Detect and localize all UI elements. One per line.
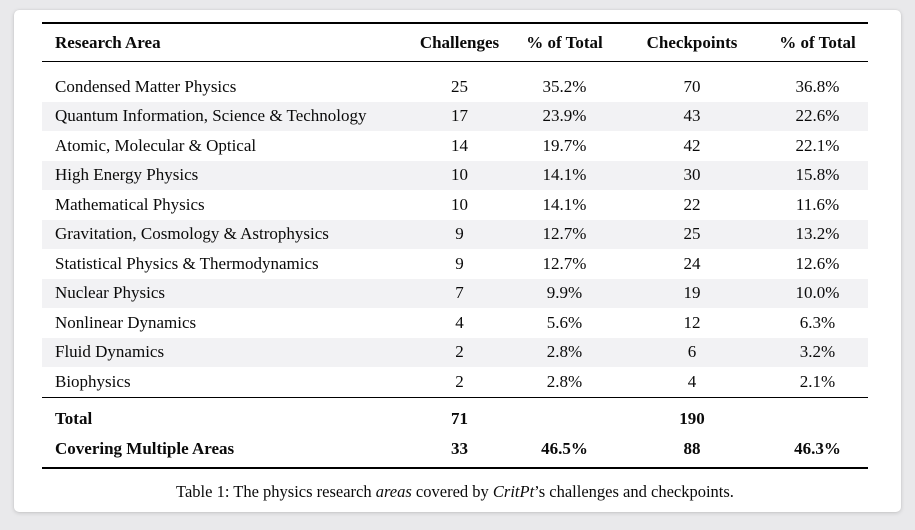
cell-challenges-pct: 14.1% xyxy=(542,194,587,214)
cell-checkpoints: 4 xyxy=(687,371,697,391)
cell-challenges-pct: 2.8% xyxy=(546,342,583,362)
cell-checkpoints: 88 xyxy=(683,438,701,458)
cell-checkpoints-pct: 12.6% xyxy=(795,253,840,273)
col-header-checkpoints: Checkpoints xyxy=(646,32,738,52)
cell-challenges: 10 xyxy=(451,194,468,214)
cell-checkpoints-pct: 3.2% xyxy=(799,342,836,362)
col-header-research-area: Research Area xyxy=(55,32,161,52)
cell-research-area: Mathematical Physics xyxy=(55,194,205,214)
caption-text: covered by xyxy=(411,481,493,501)
paper-table-card: Research Area Challenges % of Total Chec… xyxy=(14,10,901,512)
cell-challenges: 2 xyxy=(455,342,464,362)
cell-checkpoints-pct: 11.6% xyxy=(795,194,840,214)
cell-challenges-pct: 12.7% xyxy=(542,224,587,244)
cell-checkpoints-pct: 22.1% xyxy=(795,135,840,155)
table-row: Fluid Dynamics 2 2.8% 6 3.2% xyxy=(42,337,868,367)
cell-research-area: Nuclear Physics xyxy=(55,283,166,303)
cell-research-area: Biophysics xyxy=(55,371,131,391)
cell-checkpoints: 190 xyxy=(679,409,705,429)
cell-checkpoints: 25 xyxy=(683,224,701,244)
cell-challenges-pct: 14.1% xyxy=(542,165,587,185)
col-header-checkpoints-pct: % of Total xyxy=(779,32,856,52)
cell-challenges-pct: 5.6% xyxy=(546,312,583,332)
cell-challenges: 25 xyxy=(451,76,468,96)
cell-checkpoints-pct: 2.1% xyxy=(799,371,836,391)
cell-challenges: 9 xyxy=(455,224,464,244)
cell-checkpoints: 12 xyxy=(683,312,701,332)
caption-italic-critpt: CritPt xyxy=(492,481,535,501)
caption-text: ’s challenges and checkpoints. xyxy=(534,481,734,501)
cell-checkpoints-pct: 15.8% xyxy=(795,165,840,185)
table-row: Statistical Physics & Thermodynamics 9 1… xyxy=(42,249,868,279)
table-row-covering-multiple-areas: Covering Multiple Areas 33 46.5% 88 46.3… xyxy=(42,434,868,464)
cell-challenges: 17 xyxy=(451,106,468,126)
cell-research-area: Fluid Dynamics xyxy=(55,342,165,362)
cell-research-area: Covering Multiple Areas xyxy=(55,438,235,458)
caption-italic-areas: areas xyxy=(375,481,412,501)
cell-challenges-pct: 2.8% xyxy=(546,371,583,391)
cell-checkpoints: 30 xyxy=(683,165,701,185)
caption-text: Table 1: The physics research xyxy=(176,481,376,501)
table-footer: Total 71 190 Covering Multiple Areas 33 … xyxy=(42,398,868,469)
table-row: Atomic, Molecular & Optical 14 19.7% 42 … xyxy=(42,131,868,161)
table-row: Nuclear Physics 7 9.9% 19 10.0% xyxy=(42,278,868,308)
cell-research-area: Total xyxy=(55,409,93,429)
cell-research-area: Gravitation, Cosmology & Astrophysics xyxy=(55,224,329,244)
col-header-challenges: Challenges xyxy=(419,32,500,52)
cell-checkpoints: 19 xyxy=(683,283,701,303)
cell-checkpoints-pct: 22.6% xyxy=(795,106,840,126)
cell-challenges: 10 xyxy=(451,165,468,185)
table-row: Biophysics 2 2.8% 4 2.1% xyxy=(42,367,868,397)
table-row: Condensed Matter Physics 25 35.2% 70 36.… xyxy=(42,72,868,102)
table-row: Mathematical Physics 10 14.1% 22 11.6% xyxy=(42,190,868,220)
table-header-row: Research Area Challenges % of Total Chec… xyxy=(42,22,868,62)
cell-checkpoints: 43 xyxy=(683,106,701,126)
cell-research-area: High Energy Physics xyxy=(55,165,199,185)
cell-challenges: 2 xyxy=(455,371,464,391)
cell-research-area: Statistical Physics & Thermodynamics xyxy=(55,253,319,273)
cell-challenges-pct: 19.7% xyxy=(542,135,587,155)
cell-challenges-pct: 12.7% xyxy=(542,253,587,273)
table-caption: Table 1: The physics research areas cove… xyxy=(42,482,868,502)
cell-checkpoints-pct: 10.0% xyxy=(795,283,840,303)
research-area-table: Research Area Challenges % of Total Chec… xyxy=(42,22,868,502)
cell-challenges: 14 xyxy=(451,135,468,155)
table-row: High Energy Physics 10 14.1% 30 15.8% xyxy=(42,160,868,190)
cell-checkpoints: 6 xyxy=(687,342,697,362)
cell-checkpoints-pct: 36.8% xyxy=(795,76,840,96)
cell-checkpoints: 42 xyxy=(683,135,701,155)
cell-checkpoints: 70 xyxy=(683,76,701,96)
table-row: Gravitation, Cosmology & Astrophysics 9 … xyxy=(42,219,868,249)
cell-challenges-pct: 23.9% xyxy=(542,106,587,126)
cell-challenges: 9 xyxy=(455,253,464,273)
cell-checkpoints-pct: 13.2% xyxy=(795,224,840,244)
cell-checkpoints-pct: 46.3% xyxy=(794,438,841,458)
cell-checkpoints: 24 xyxy=(683,253,701,273)
cell-challenges: 71 xyxy=(451,409,468,429)
cell-research-area: Condensed Matter Physics xyxy=(55,76,237,96)
table-body: Condensed Matter Physics 25 35.2% 70 36.… xyxy=(42,62,868,398)
cell-challenges: 33 xyxy=(451,438,468,458)
table-row-total: Total 71 190 xyxy=(42,405,868,435)
cell-challenges-pct: 9.9% xyxy=(546,283,583,303)
cell-challenges: 7 xyxy=(455,283,464,303)
cell-challenges-pct: 46.5% xyxy=(541,438,588,458)
cell-challenges-pct: 35.2% xyxy=(542,76,587,96)
table-row: Quantum Information, Science & Technolog… xyxy=(42,101,868,131)
cell-research-area: Atomic, Molecular & Optical xyxy=(55,135,257,155)
cell-challenges: 4 xyxy=(455,312,464,332)
col-header-challenges-pct: % of Total xyxy=(526,32,603,52)
table-row: Nonlinear Dynamics 4 5.6% 12 6.3% xyxy=(42,308,868,338)
cell-research-area: Nonlinear Dynamics xyxy=(55,312,197,332)
cell-checkpoints: 22 xyxy=(683,194,701,214)
cell-research-area: Quantum Information, Science & Technolog… xyxy=(55,106,367,126)
cell-checkpoints-pct: 6.3% xyxy=(799,312,836,332)
